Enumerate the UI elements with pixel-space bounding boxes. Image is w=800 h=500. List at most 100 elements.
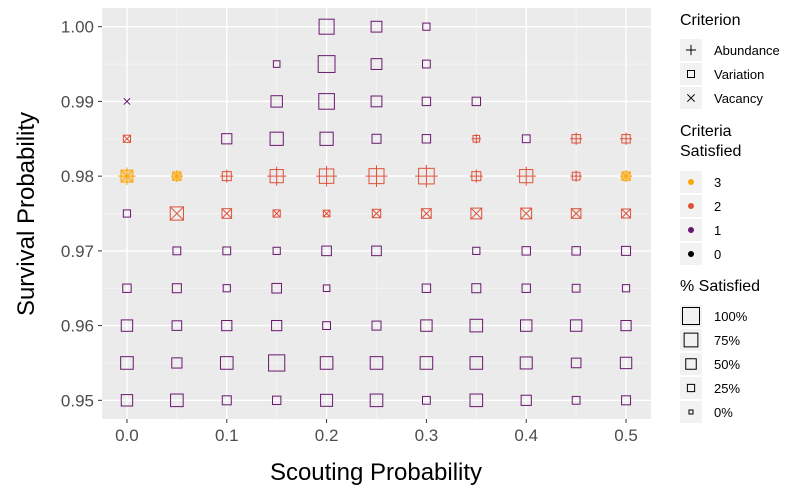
x-axis-title: Scouting Probability	[270, 459, 482, 486]
data-point	[221, 133, 233, 145]
data-point	[569, 319, 583, 332]
data-point-square	[620, 319, 632, 332]
data-point	[365, 165, 388, 188]
data-point	[570, 132, 583, 145]
data-point-square	[422, 395, 431, 405]
legend-percent-satisfied: % Satisfied 100% 75% 50% 25% 0%	[680, 278, 760, 423]
data-point	[420, 319, 433, 332]
data-point	[319, 356, 334, 370]
legend-criterion-label: Variation	[714, 67, 764, 82]
x-tick-label: 0.3	[415, 426, 439, 445]
data-point-cross	[123, 97, 131, 105]
data-point	[322, 321, 331, 330]
data-point-square	[421, 96, 432, 107]
data-point-square	[222, 246, 232, 256]
data-point-square	[272, 60, 281, 68]
data-point-square	[621, 208, 632, 219]
legend-criteria-satisfied: Criteria Satisfied 3 2 1 0	[680, 123, 741, 265]
data-point	[570, 170, 582, 182]
data-point	[171, 357, 183, 369]
data-point	[271, 319, 283, 332]
data-point	[219, 356, 234, 370]
data-point-square	[419, 356, 434, 370]
data-point-plus	[516, 166, 536, 186]
legend-percent-title: % Satisfied	[680, 278, 760, 295]
legend-plus-icon	[685, 44, 697, 56]
data-point-square	[122, 209, 132, 218]
data-point-plus	[415, 164, 438, 188]
data-point	[371, 245, 382, 257]
data-point-plus	[570, 170, 582, 182]
data-point	[369, 393, 384, 408]
data-point	[520, 394, 532, 406]
data-point-square	[521, 246, 531, 256]
data-point-square	[322, 321, 331, 330]
data-point	[320, 393, 334, 407]
data-point-square	[621, 245, 632, 256]
data-point-square	[222, 284, 231, 293]
data-point-square	[621, 284, 631, 293]
legend-criterion-label: Vacancy	[714, 91, 763, 106]
legend-dot-icon	[688, 203, 694, 209]
data-point-square	[420, 319, 433, 332]
data-point	[422, 59, 431, 69]
legend-key-bg	[680, 401, 702, 423]
data-point	[419, 356, 434, 370]
legend-satisfied-title-line1: Criteria	[680, 123, 732, 140]
data-point	[621, 284, 631, 293]
data-point	[221, 395, 232, 406]
data-point-square	[570, 208, 582, 219]
data-point-cross	[620, 208, 632, 219]
data-point	[118, 167, 136, 185]
data-point	[421, 134, 432, 144]
data-point	[620, 319, 632, 332]
legend-dot-icon	[688, 227, 694, 233]
data-point-cross	[371, 208, 382, 219]
data-point-square	[621, 395, 632, 406]
data-point	[170, 170, 183, 183]
data-point	[521, 283, 531, 293]
y-axis-title: Survival Probability	[13, 112, 40, 316]
data-point	[470, 207, 483, 220]
data-point	[619, 132, 633, 145]
data-point	[370, 20, 383, 33]
data-point-cross	[122, 134, 132, 143]
x-tick-label: 0.4	[514, 426, 538, 445]
data-point	[620, 208, 632, 219]
data-point	[120, 319, 134, 332]
data-point-plus	[267, 166, 287, 186]
data-point-square	[318, 93, 335, 110]
data-point	[269, 131, 284, 146]
data-point	[371, 320, 382, 331]
data-point-square	[120, 319, 134, 332]
data-point-square	[169, 206, 184, 221]
x-tick-label: 0.0	[115, 426, 139, 445]
data-point	[371, 133, 382, 144]
data-point-square	[322, 209, 331, 218]
x-tick-label: 0.1	[215, 426, 239, 445]
data-point	[222, 246, 232, 256]
data-point-cross	[169, 206, 185, 221]
data-point	[371, 208, 382, 219]
data-point-square	[471, 283, 482, 294]
data-point-square	[369, 356, 384, 370]
data-point-square	[172, 246, 182, 256]
data-point	[221, 319, 233, 332]
data-point-cross	[272, 209, 281, 218]
data-point	[122, 283, 132, 293]
data-point	[570, 357, 582, 369]
data-point-square	[371, 245, 382, 257]
data-point-square	[171, 320, 183, 331]
legend-criterion-title: Criterion	[680, 12, 740, 29]
data-point-square	[569, 319, 583, 332]
data-point	[469, 318, 484, 333]
data-point	[370, 95, 383, 108]
data-point	[317, 55, 336, 73]
data-point	[123, 97, 131, 105]
legend-percent-label: 50%	[714, 357, 740, 372]
data-point-square	[317, 55, 336, 73]
y-tick-label: 0.95	[61, 391, 94, 410]
data-point-cross	[221, 208, 233, 219]
data-point	[521, 134, 531, 144]
